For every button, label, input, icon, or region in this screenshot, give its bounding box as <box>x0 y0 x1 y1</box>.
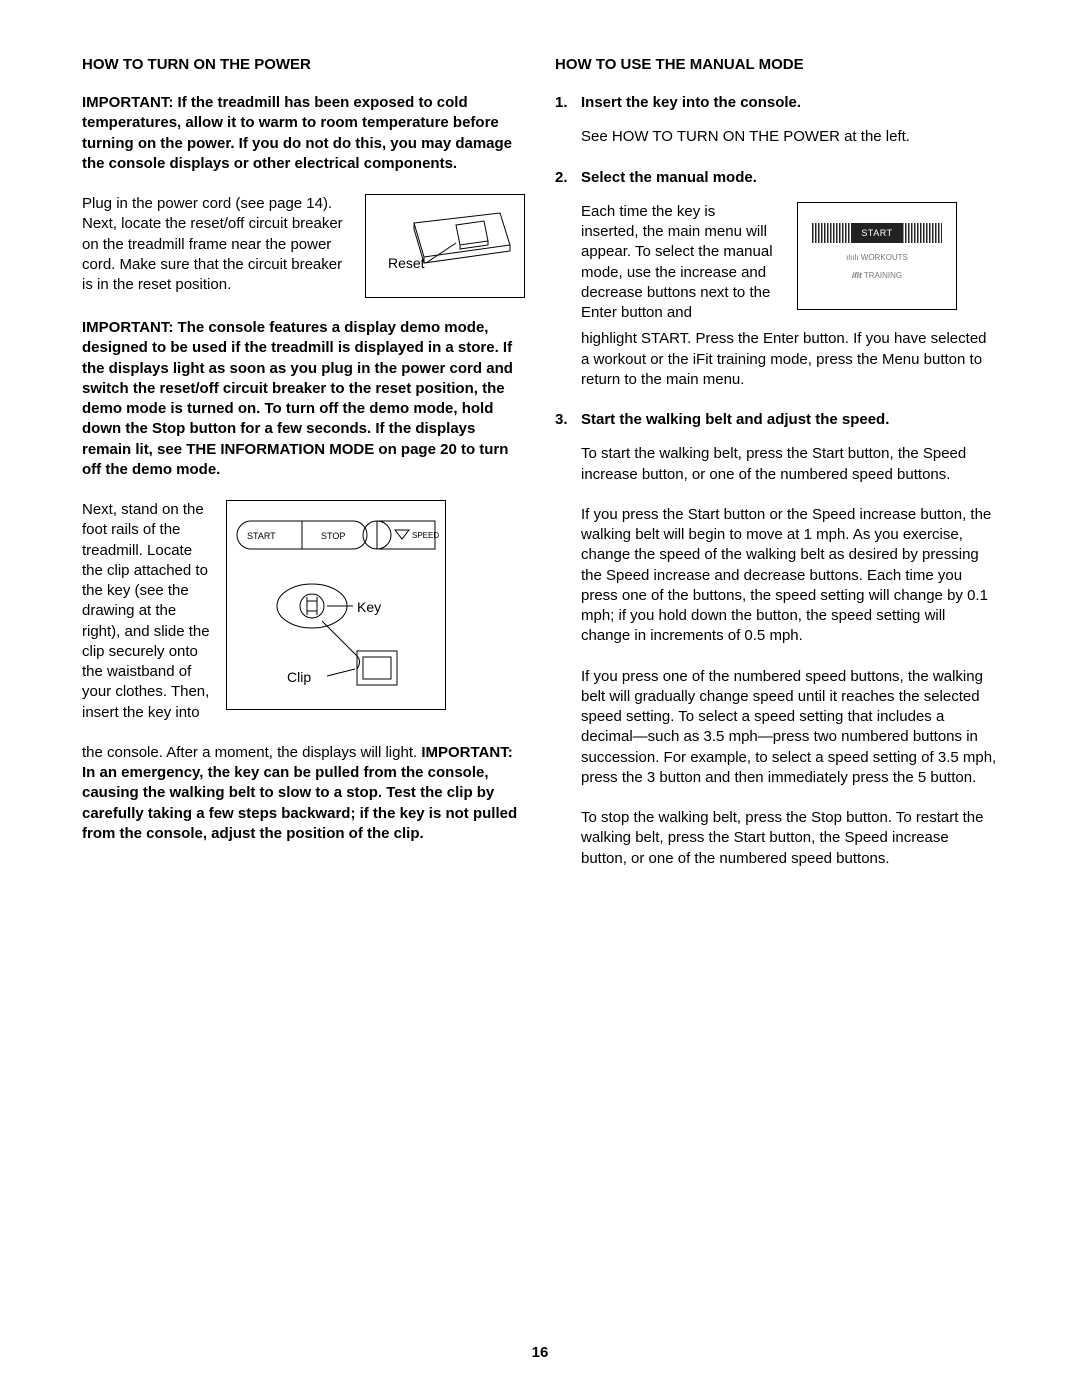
menu-start-label: START <box>855 227 898 239</box>
step-2-body-b: highlight START. Press the Enter button.… <box>581 329 998 390</box>
step-2: 2. Select the manual mode. <box>555 168 998 188</box>
important-demo-mode: IMPORTANT: The console features a displa… <box>82 318 525 480</box>
start-button-label: START <box>247 531 276 541</box>
page-number: 16 <box>0 1344 1080 1361</box>
left-heading: HOW TO TURN ON THE POWER <box>82 56 525 73</box>
ifit-icon: ifit <box>852 271 862 280</box>
left-column: HOW TO TURN ON THE POWER IMPORTANT: If t… <box>82 56 525 889</box>
manual-page: HOW TO TURN ON THE POWER IMPORTANT: If t… <box>0 0 1080 929</box>
step-1-title: Insert the key into the console. <box>581 93 801 113</box>
menu-figure: START ılıılı WORKOUTS ifit TRAINING <box>797 202 957 310</box>
key-clip-text: Next, stand on the foot rails of the tre… <box>82 500 212 723</box>
ifit-label: TRAINING <box>864 271 902 280</box>
step-2-title: Select the manual mode. <box>581 168 757 188</box>
step-2-num: 2. <box>555 168 581 188</box>
reset-figure: Reset <box>365 194 525 298</box>
key-clip-figure: START STOP SPEED Key Clip <box>226 500 446 710</box>
step-3: 3. Start the walking belt and adjust the… <box>555 410 998 430</box>
key-label: Key <box>357 599 381 615</box>
important-warning-temp: IMPORTANT: If the treadmill has been exp… <box>82 93 525 174</box>
reset-switch-illustration <box>366 195 526 299</box>
menu-ifit: ifit TRAINING <box>798 271 956 282</box>
step-3-p1: To start the walking belt, press the Sta… <box>581 444 998 485</box>
menu-workouts: ılıılı WORKOUTS <box>798 253 956 264</box>
step-2-block: Each time the key is inserted, the main … <box>581 202 998 324</box>
console-emergency-text: the console. After a moment, the display… <box>82 743 525 844</box>
clip-label: Clip <box>287 669 311 685</box>
right-heading: HOW TO USE THE MANUAL MODE <box>555 56 998 73</box>
workouts-label: WORKOUTS <box>861 253 908 262</box>
step-3-p3: If you press one of the numbered speed b… <box>581 667 998 789</box>
step-2-body-a: Each time the key is inserted, the main … <box>581 202 773 324</box>
step-1-num: 1. <box>555 93 581 113</box>
key-clip-block: Next, stand on the foot rails of the tre… <box>82 500 525 723</box>
step-1-body: See HOW TO TURN ON THE POWER at the left… <box>581 127 998 147</box>
stop-button-label: STOP <box>321 531 345 541</box>
step-3-title: Start the walking belt and adjust the sp… <box>581 410 889 430</box>
plug-in-block: Plug in the power cord (see page 14). Ne… <box>82 194 525 298</box>
speed-button-label: SPEED <box>412 531 439 540</box>
plug-in-text: Plug in the power cord (see page 14). Ne… <box>82 194 351 295</box>
step-3-num: 3. <box>555 410 581 430</box>
menu-start-highlight: START <box>812 223 942 243</box>
step-1: 1. Insert the key into the console. <box>555 93 998 113</box>
console-text-a: the console. After a moment, the display… <box>82 744 421 761</box>
reset-label: Reset <box>388 255 425 271</box>
workouts-icon: ılıılı <box>846 253 858 262</box>
right-column: HOW TO USE THE MANUAL MODE 1. Insert the… <box>555 56 998 889</box>
step-3-p2: If you press the Start button or the Spe… <box>581 505 998 647</box>
step-3-p4: To stop the walking belt, press the Stop… <box>581 808 998 869</box>
